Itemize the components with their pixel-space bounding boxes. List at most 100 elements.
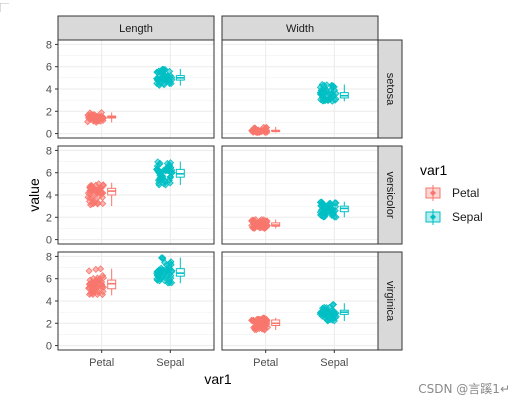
data-point [154,158,162,166]
data-point [258,223,266,231]
data-point [165,176,173,184]
data-point [154,74,162,82]
data-point [154,80,163,89]
legend-key-point [430,190,436,196]
x-tick-label: Petal [89,357,114,369]
panel-border [221,39,379,139]
y-tick-label: 6 [46,274,52,286]
data-point [255,320,263,328]
data-point [250,323,258,332]
data-point [167,79,175,88]
y-tick-label: 8 [46,251,52,263]
data-point [258,127,266,135]
watermark: CSDN @言蹊1↵ [418,382,510,396]
data-point [161,181,170,189]
data-point [159,172,167,181]
legend-key-point [430,214,436,220]
data-point [84,118,92,126]
facet-strip-row [377,39,403,139]
data-point [98,291,107,299]
data-point [98,193,107,202]
corner-mark [0,0,10,12]
data-point [88,186,96,194]
data-point [251,128,260,136]
data-point [88,200,96,208]
y-tick-label: 2 [46,212,52,224]
x-tick-label: Sepal [320,357,348,369]
y-tick-label: 4 [46,84,52,96]
data-point [159,65,168,74]
facet-strip-label: Width [286,23,314,35]
data-point [263,316,271,324]
y-tick-label: 4 [46,190,52,202]
data-point [257,216,266,224]
corner-mark-icon [0,2,9,12]
data-point [250,222,258,231]
data-point [92,265,100,273]
data-point [97,265,105,273]
y-tick-label: 6 [46,62,52,74]
data-point [85,267,93,275]
data-point [329,82,337,90]
data-point [248,217,256,225]
data-point [98,114,106,122]
facet-strip-row [377,251,403,351]
data-point [154,268,162,276]
data-point [99,182,107,190]
data-point [93,277,101,286]
data-point [322,205,330,213]
data-point [321,310,329,318]
y-axis-title: value [26,178,42,212]
legend-label: Petal [452,186,479,200]
y-tick-label: 2 [46,106,52,118]
y-tick-label: 6 [46,168,52,180]
facet-strip-label: versicolor [384,171,396,218]
y-tick-label: 2 [46,318,52,330]
data-point [93,287,102,295]
data-point [88,113,96,121]
legend-title: var1 [420,162,447,178]
y-tick-label: 0 [46,341,52,353]
panel-border [221,145,379,245]
y-tick-label: 8 [46,39,52,51]
legend-label: Sepal [452,210,483,224]
data-point [327,314,335,323]
x-tick-label: Petal [253,357,278,369]
data-point [161,266,170,274]
data-point [161,74,169,82]
data-point [161,277,169,285]
y-tick-label: 8 [46,145,52,157]
data-point [155,181,163,189]
data-point [84,193,92,201]
facet-strip-label: Length [119,23,153,35]
x-tick-label: Sepal [156,357,184,369]
data-point [154,69,162,77]
data-point [319,304,327,312]
data-point [159,272,167,280]
data-point [329,211,337,219]
data-point [327,204,335,212]
data-point [166,279,174,287]
y-tick-label: 4 [46,296,52,308]
data-point [332,95,340,103]
data-point [163,159,172,168]
data-point [166,259,174,267]
facet-strip-label: virginica [384,281,396,322]
data-point [331,199,339,207]
data-point [86,284,94,292]
facet-strip-col [221,15,379,41]
data-point [164,269,173,278]
data-point [318,87,326,96]
data-point [99,189,107,197]
data-point [258,321,266,329]
data-point [256,315,264,323]
data-point [86,276,94,284]
data-point [153,165,161,173]
data-point [316,211,325,219]
facet-strip-label: setosa [384,73,396,106]
data-point [263,128,271,136]
y-tick-label: 0 [46,235,52,247]
data-point [328,306,337,314]
y-tick-label: 0 [46,129,52,141]
